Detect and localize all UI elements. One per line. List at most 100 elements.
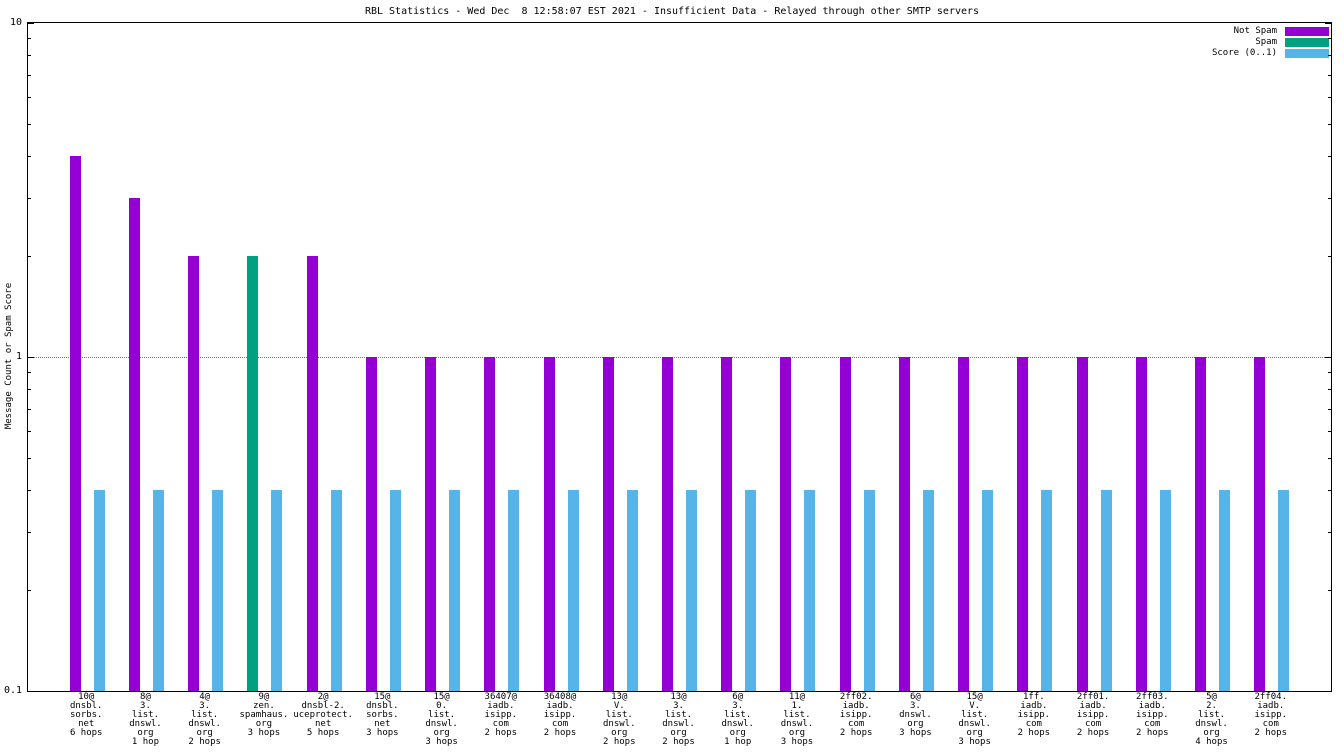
y-minor-tick <box>28 55 31 57</box>
x-tick-label-line: 3. <box>140 701 151 711</box>
bar-not-spam <box>662 357 673 691</box>
bar-score <box>626 489 638 691</box>
bar-not-spam <box>958 357 970 691</box>
x-tick-label-line: dnswl. <box>425 719 458 729</box>
x-tick-label: 36407@ iadb. isipp. com 2 hops <box>466 693 536 738</box>
legend-entry: Spam <box>1212 37 1329 47</box>
x-tick-label-line: net <box>314 719 332 729</box>
bar-score <box>271 489 283 691</box>
x-tick-label-line: V. <box>969 701 981 711</box>
y-major-tick <box>1325 357 1331 358</box>
x-tick-label-line: 2ff04. <box>1254 692 1288 702</box>
x-tick-label-line: org <box>788 728 806 738</box>
x-tick-label: 2ff04. iadb. isipp. com 2 hops <box>1236 693 1306 738</box>
x-tick-label-line: dnswl. <box>958 719 991 729</box>
bar-not-spam <box>839 357 851 691</box>
x-tick-label-line: list. <box>428 710 456 720</box>
x-tick-label-line: org <box>611 728 628 738</box>
y-minor-tick <box>1328 97 1331 99</box>
x-tick-label: 6@ 3. dnswl. org 3 hops <box>880 693 950 738</box>
y-minor-tick <box>28 155 31 157</box>
y-minor-tick <box>28 38 31 40</box>
x-tick-label-line: isipp. <box>543 710 577 720</box>
x-tick-label-line: 6@ <box>909 692 921 702</box>
x-tick-label-line: spamhaus. <box>239 710 289 720</box>
bar-not-spam <box>1135 357 1147 691</box>
bar-score <box>567 489 579 691</box>
x-tick-label-line: iadb. <box>1020 701 1048 711</box>
x-tick-label-line: V. <box>613 701 625 711</box>
bar-score <box>1219 489 1231 691</box>
y-minor-tick <box>1328 489 1331 491</box>
x-tick-label-line: org <box>255 719 273 729</box>
x-tick-label-line: list. <box>605 710 633 720</box>
x-tick-label-line: isipp. <box>1017 710 1051 720</box>
y-axis-label: Message Count or Spam Score <box>4 282 14 430</box>
y-minor-tick <box>1328 389 1331 391</box>
y-minor-tick <box>28 197 31 199</box>
bar-score <box>389 489 401 691</box>
x-tick-label-line: list. <box>1197 710 1226 720</box>
y-minor-tick <box>1328 431 1331 433</box>
x-tick-label-line: com <box>1144 719 1161 729</box>
x-tick-label-line: 10@ <box>78 692 95 702</box>
x-tick-label-line: 2ff02. <box>839 692 873 702</box>
bar-score <box>863 489 875 691</box>
bar-not-spam <box>602 357 614 691</box>
bar-score <box>745 489 757 691</box>
x-tick-label-line: isipp. <box>1136 710 1169 720</box>
plot-area: Not Spam Spam Score (0..1) 10 1 0.1 <box>4 18 1332 696</box>
x-tick-label-line: 2 hops <box>1254 728 1288 738</box>
x-tick-label: 8@ 3. list. dnswl. org 1 hop <box>110 693 180 747</box>
y-minor-tick <box>1328 408 1331 410</box>
x-tick-label-line: list. <box>131 710 159 720</box>
x-tick-label-line: dnswl. <box>603 719 636 729</box>
x-tick-label-line: isipp. <box>1076 710 1110 720</box>
x-tick-label: 1ff. iadb. isipp. com 2 hops <box>999 693 1069 738</box>
y-minor-tick <box>28 590 31 592</box>
x-tick-label: 6@ 3. list. dnswl. org 1 hop <box>703 693 773 747</box>
x-tick-label-line: 6@ <box>732 692 744 702</box>
bar-score <box>1278 489 1290 691</box>
x-tick-label-line: 2 hops <box>543 728 577 738</box>
x-tick-label-line: 2 hops <box>1017 728 1051 738</box>
bar-score <box>982 489 994 691</box>
bar-not-spam <box>128 197 140 691</box>
x-tick-label-line: com <box>1262 719 1279 729</box>
y-major-tick <box>28 23 34 24</box>
x-tick-label-line: com <box>848 719 865 729</box>
legend-entry: Score (0..1) <box>1212 48 1329 58</box>
x-tick-label-line: iadb. <box>487 701 515 711</box>
y-minor-tick <box>28 97 31 99</box>
x-tick-label-line: dnswl. <box>188 719 221 729</box>
x-tick-label-line: 4@ <box>199 692 211 702</box>
y-minor-tick <box>1328 590 1331 592</box>
x-tick-label: 36408@ iadb. isipp. com 2 hops <box>525 693 595 738</box>
bar-not-spam <box>484 357 496 691</box>
bar-not-spam <box>1076 357 1088 691</box>
x-tick-label-line: 36408@ <box>543 692 577 702</box>
y-minor-tick <box>28 123 31 125</box>
x-tick-label-line: dnswl. <box>662 719 695 729</box>
x-tick-label-line: dnsbl. <box>366 701 399 711</box>
x-tick-label-line: dnswl. <box>129 719 162 729</box>
y-minor-tick <box>1328 256 1331 258</box>
x-tick-label-line: 3 hops <box>958 737 991 747</box>
x-tick-label: 13@ 3. list. dnswl. org 2 hops <box>644 693 714 747</box>
bar-not-spam <box>780 357 792 691</box>
x-tick-label-line: 3. <box>673 701 684 711</box>
y-minor-tick <box>28 389 31 391</box>
legend-entry: Not Spam <box>1212 26 1329 36</box>
x-tick-label-line: dnswl. <box>1195 719 1228 729</box>
y-minor-tick <box>28 531 31 533</box>
bar-not-spam <box>188 256 200 691</box>
x-tick-label-line: 8@ <box>140 692 151 702</box>
x-tick-label-line: iadb. <box>842 701 870 711</box>
x-tick-label-line: 2 hops <box>839 728 873 738</box>
y-tick-label: 10 <box>9 17 22 28</box>
bar-not-spam <box>1254 357 1266 691</box>
y-major-tick <box>28 691 34 692</box>
legend-swatch <box>1285 48 1329 58</box>
x-tick-label-line: net <box>78 719 95 729</box>
x-tick-label-line: list. <box>664 710 693 720</box>
